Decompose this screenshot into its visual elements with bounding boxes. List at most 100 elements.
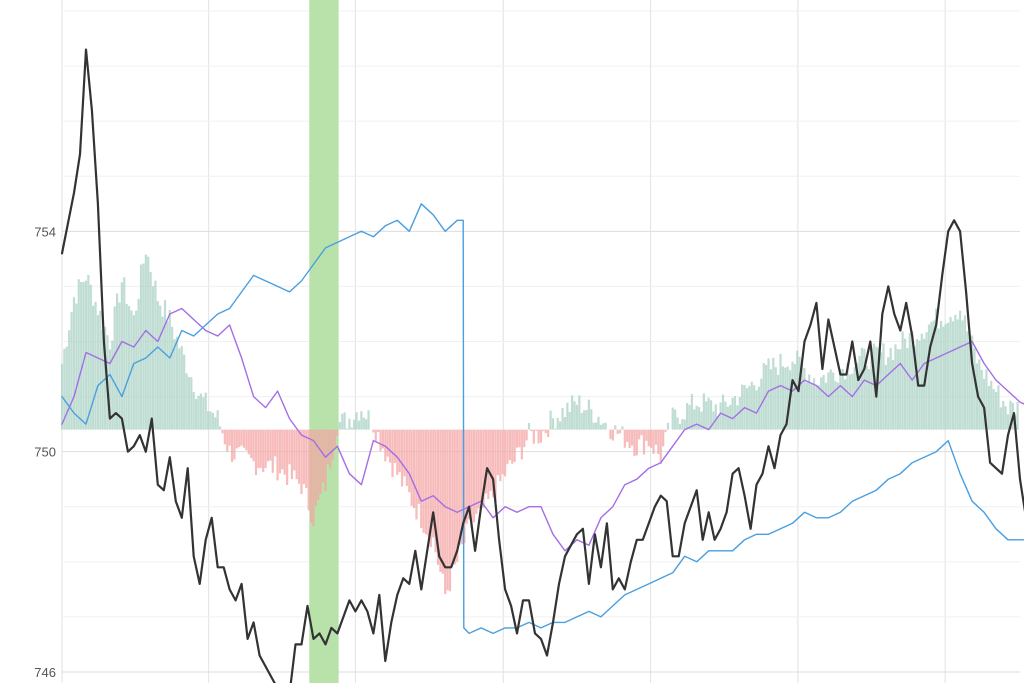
- histogram-bar: [159, 305, 162, 430]
- histogram-bar: [187, 376, 191, 430]
- histogram-bar: [901, 331, 904, 430]
- histogram: [60, 254, 1019, 595]
- histogram-bar: [348, 418, 351, 430]
- histogram-bar: [573, 401, 576, 430]
- histogram-bar: [123, 277, 126, 430]
- histogram-bar: [259, 429, 262, 468]
- histogram-bar: [547, 429, 550, 438]
- histogram-bar: [317, 429, 320, 500]
- histogram-bar: [161, 316, 164, 430]
- histogram-bar: [271, 429, 274, 473]
- histogram-bar: [345, 428, 349, 430]
- histogram-bar: [736, 405, 739, 430]
- histogram-bar: [527, 422, 531, 430]
- histogram-bar: [702, 393, 705, 430]
- histogram-bar: [666, 422, 670, 430]
- histogram-bar: [769, 369, 773, 430]
- histogram-bar: [192, 392, 195, 430]
- histogram-bar: [621, 426, 624, 430]
- histogram-bar: [329, 429, 332, 469]
- histogram-bar: [542, 429, 545, 432]
- histogram-bar: [810, 384, 813, 430]
- histogram-bar: [463, 429, 466, 544]
- histogram-bar: [537, 429, 540, 444]
- histogram-bar: [326, 429, 329, 465]
- histogram-bar: [841, 368, 844, 430]
- series-lines: [60, 48, 1024, 683]
- histogram-bar: [183, 354, 186, 430]
- histogram-bar: [324, 429, 327, 492]
- histogram-bar: [599, 424, 602, 430]
- histogram-bar: [221, 429, 224, 434]
- histogram-bar: [99, 310, 102, 430]
- grid: [61, 0, 1020, 683]
- histogram-bar: [803, 368, 806, 430]
- histogram-bar: [432, 429, 435, 538]
- histogram-bar: [908, 333, 911, 430]
- histogram-bar: [204, 392, 207, 430]
- histogram-bar: [446, 429, 449, 591]
- histogram-bar: [372, 429, 375, 433]
- histogram-bar: [87, 275, 90, 430]
- histogram-bar: [961, 320, 964, 430]
- histogram-bar: [896, 349, 899, 430]
- histogram-bar: [293, 429, 296, 471]
- histogram-bar: [827, 372, 830, 430]
- histogram-bar: [451, 429, 454, 566]
- histogram-bar: [868, 369, 871, 430]
- histogram-bar: [441, 429, 444, 574]
- histogram-bar: [585, 410, 588, 430]
- histogram-bar: [628, 429, 631, 449]
- histogram-bar: [235, 429, 238, 449]
- histogram-bar: [254, 429, 258, 476]
- histogram-bar: [185, 373, 188, 430]
- histogram-bar: [592, 422, 595, 430]
- histogram-bar: [820, 377, 823, 430]
- histogram-bar: [365, 419, 368, 430]
- histogram-bar: [836, 382, 840, 430]
- histogram-bar: [453, 429, 456, 565]
- histogram-bar: [367, 410, 370, 430]
- histogram-bar: [405, 429, 408, 486]
- histogram-bar: [355, 412, 358, 430]
- histogram-bar: [618, 429, 622, 434]
- histogram-bar: [393, 429, 397, 463]
- histogram-bar: [690, 393, 693, 430]
- histogram-bar: [230, 429, 234, 462]
- histogram-bar: [113, 306, 116, 430]
- y-tick-label-2: 746: [34, 665, 56, 680]
- histogram-bar: [96, 315, 100, 430]
- histogram-bar: [68, 330, 71, 430]
- histogram-bar: [506, 429, 509, 465]
- histogram-bar: [283, 429, 286, 475]
- histogram-bar: [894, 344, 897, 430]
- histogram-bar: [966, 331, 969, 430]
- histogram-bar: [408, 429, 411, 493]
- histogram-bar: [681, 419, 684, 430]
- histogram-bar: [420, 429, 423, 529]
- histogram-bar: [147, 256, 150, 430]
- histogram-bar: [362, 417, 365, 430]
- histogram-bar: [195, 398, 198, 430]
- histogram-bar: [980, 369, 983, 430]
- histogram-bar: [209, 411, 212, 430]
- histogram-bar: [920, 333, 923, 430]
- histogram-bar: [264, 429, 267, 469]
- histogram-bar: [424, 429, 428, 535]
- histogram-bar: [815, 384, 818, 430]
- histogram-bar: [508, 429, 511, 461]
- histogram-bar: [626, 429, 629, 442]
- histogram-bar: [120, 282, 123, 430]
- histogram-bar: [844, 379, 847, 430]
- histogram-bar: [583, 410, 586, 430]
- histogram-bar: [396, 429, 399, 475]
- histogram-bar: [156, 301, 159, 430]
- histogram-bar: [523, 429, 526, 448]
- histogram-bar: [927, 324, 931, 430]
- histogram-bar: [398, 429, 401, 473]
- histogram-bar: [295, 429, 298, 480]
- histogram-bar: [899, 349, 902, 430]
- histogram-bar: [321, 429, 325, 483]
- histogram-bar: [108, 349, 111, 430]
- histogram-bar: [360, 411, 363, 430]
